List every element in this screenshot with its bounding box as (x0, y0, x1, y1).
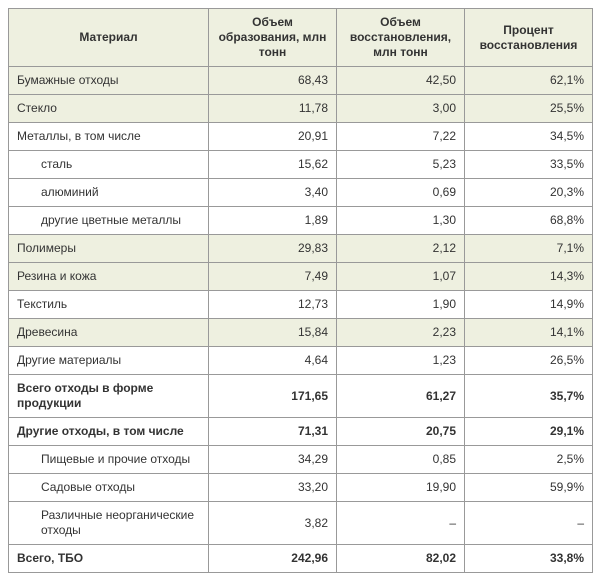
col-header-recovery: Объем восстановления, млн тонн (337, 9, 465, 67)
cell-generation: 11,78 (209, 95, 337, 123)
table-row: Другие материалы4,641,2326,5% (9, 347, 593, 375)
cell-material: Другие материалы (9, 347, 209, 375)
table-row: алюминий3,400,6920,3% (9, 179, 593, 207)
cell-percent: 34,5% (465, 123, 593, 151)
cell-percent: 14,3% (465, 263, 593, 291)
cell-percent: 20,3% (465, 179, 593, 207)
cell-percent: 26,5% (465, 347, 593, 375)
cell-recovery: – (337, 502, 465, 545)
cell-recovery: 20,75 (337, 418, 465, 446)
table-row: Всего отходы в форме продукции171,6561,2… (9, 375, 593, 418)
cell-recovery: 0,69 (337, 179, 465, 207)
cell-material: сталь (9, 151, 209, 179)
cell-recovery: 2,23 (337, 319, 465, 347)
cell-generation: 15,84 (209, 319, 337, 347)
cell-generation: 3,82 (209, 502, 337, 545)
cell-recovery: 2,12 (337, 235, 465, 263)
cell-percent: 33,8% (465, 545, 593, 573)
table-row: Текстиль12,731,9014,9% (9, 291, 593, 319)
table-row: Полимеры29,832,127,1% (9, 235, 593, 263)
cell-percent: 33,5% (465, 151, 593, 179)
cell-recovery: 0,85 (337, 446, 465, 474)
cell-percent: 68,8% (465, 207, 593, 235)
cell-percent: – (465, 502, 593, 545)
cell-generation: 15,62 (209, 151, 337, 179)
cell-recovery: 42,50 (337, 67, 465, 95)
cell-recovery: 19,90 (337, 474, 465, 502)
cell-generation: 68,43 (209, 67, 337, 95)
cell-percent: 2,5% (465, 446, 593, 474)
cell-percent: 35,7% (465, 375, 593, 418)
cell-material: Пищевые и прочие отходы (9, 446, 209, 474)
materials-table: Материал Объем образования, млн тонн Объ… (8, 8, 593, 573)
cell-material: алюминий (9, 179, 209, 207)
table-row: Древесина15,842,2314,1% (9, 319, 593, 347)
cell-generation: 71,31 (209, 418, 337, 446)
cell-material: другие цветные металлы (9, 207, 209, 235)
cell-percent: 25,5% (465, 95, 593, 123)
cell-recovery: 3,00 (337, 95, 465, 123)
cell-generation: 33,20 (209, 474, 337, 502)
cell-recovery: 1,30 (337, 207, 465, 235)
cell-material: Стекло (9, 95, 209, 123)
cell-material: Бумажные отходы (9, 67, 209, 95)
cell-material: Всего, ТБО (9, 545, 209, 573)
cell-material: Различные неорганические отходы (9, 502, 209, 545)
cell-percent: 62,1% (465, 67, 593, 95)
cell-generation: 3,40 (209, 179, 337, 207)
cell-generation: 171,65 (209, 375, 337, 418)
cell-recovery: 82,02 (337, 545, 465, 573)
table-row: Различные неорганические отходы3,82–– (9, 502, 593, 545)
cell-recovery: 5,23 (337, 151, 465, 179)
cell-material: Древесина (9, 319, 209, 347)
cell-recovery: 1,23 (337, 347, 465, 375)
cell-generation: 7,49 (209, 263, 337, 291)
table-row: Садовые отходы33,2019,9059,9% (9, 474, 593, 502)
table-header: Материал Объем образования, млн тонн Объ… (9, 9, 593, 67)
cell-generation: 34,29 (209, 446, 337, 474)
cell-generation: 29,83 (209, 235, 337, 263)
table-row: Другие отходы, в том числе71,3120,7529,1… (9, 418, 593, 446)
cell-generation: 1,89 (209, 207, 337, 235)
cell-percent: 7,1% (465, 235, 593, 263)
table-row: Стекло11,783,0025,5% (9, 95, 593, 123)
cell-material: Резина и кожа (9, 263, 209, 291)
table-row: другие цветные металлы1,891,3068,8% (9, 207, 593, 235)
cell-material: Полимеры (9, 235, 209, 263)
col-header-material: Материал (9, 9, 209, 67)
table-body: Бумажные отходы68,4342,5062,1%Стекло11,7… (9, 67, 593, 573)
cell-material: Всего отходы в форме продукции (9, 375, 209, 418)
cell-generation: 242,96 (209, 545, 337, 573)
cell-recovery: 7,22 (337, 123, 465, 151)
table-row: Пищевые и прочие отходы34,290,852,5% (9, 446, 593, 474)
cell-generation: 4,64 (209, 347, 337, 375)
cell-recovery: 1,07 (337, 263, 465, 291)
table-row: Резина и кожа7,491,0714,3% (9, 263, 593, 291)
table-row: Металлы, в том числе20,917,2234,5% (9, 123, 593, 151)
table-row: Всего, ТБО242,9682,0233,8% (9, 545, 593, 573)
cell-generation: 12,73 (209, 291, 337, 319)
col-header-percent: Процент восстановления (465, 9, 593, 67)
table-row: Бумажные отходы68,4342,5062,1% (9, 67, 593, 95)
cell-material: Садовые отходы (9, 474, 209, 502)
cell-percent: 14,1% (465, 319, 593, 347)
cell-percent: 59,9% (465, 474, 593, 502)
cell-material: Текстиль (9, 291, 209, 319)
cell-recovery: 1,90 (337, 291, 465, 319)
cell-recovery: 61,27 (337, 375, 465, 418)
cell-percent: 29,1% (465, 418, 593, 446)
col-header-generation: Объем образования, млн тонн (209, 9, 337, 67)
cell-material: Металлы, в том числе (9, 123, 209, 151)
cell-material: Другие отходы, в том числе (9, 418, 209, 446)
cell-generation: 20,91 (209, 123, 337, 151)
cell-percent: 14,9% (465, 291, 593, 319)
table-row: сталь15,625,2333,5% (9, 151, 593, 179)
